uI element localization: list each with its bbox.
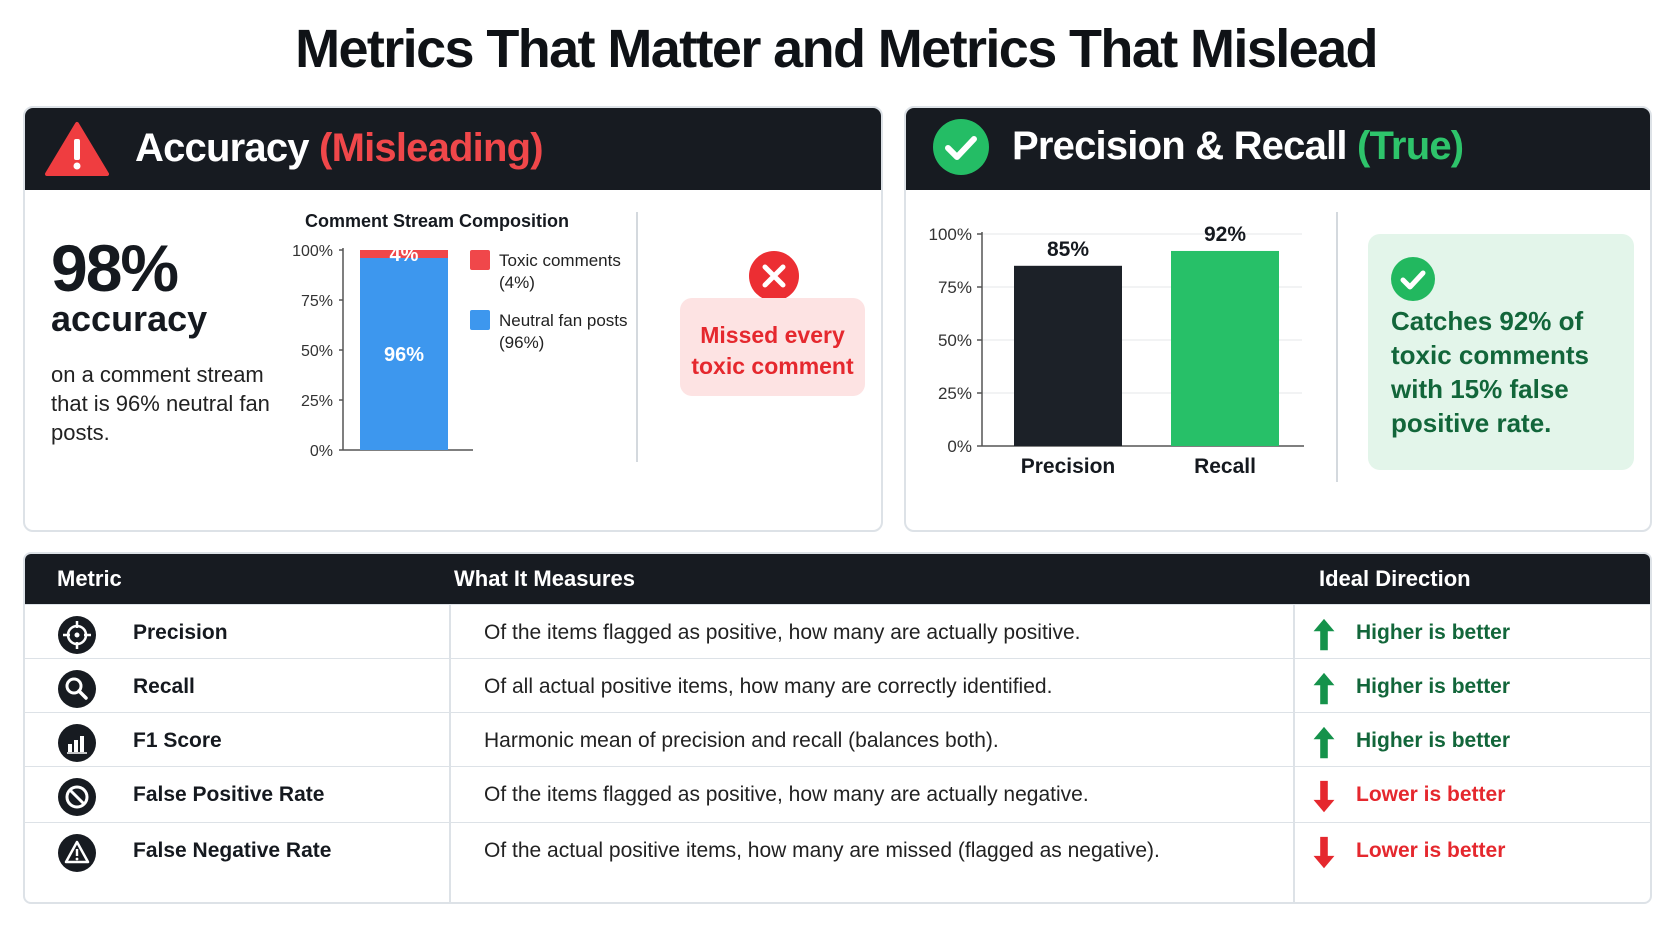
y-tick-label: 0%	[310, 443, 333, 460]
metric-description: Of the actual positive items, how many a…	[484, 839, 1160, 862]
x-circle-icon	[749, 251, 799, 301]
bar-segment-neutral-fan-posts	[360, 258, 448, 450]
y-tick-label: 0%	[947, 437, 972, 456]
precision-recall-panel: Precision & Recall (True) 0% 25% 50% 75% 100…	[904, 106, 1652, 532]
accuracy-word: accuracy	[51, 298, 208, 339]
accuracy-description: on a comment stream that is 96% neutral …	[51, 362, 270, 445]
x-tick-label: Recall	[1194, 455, 1256, 478]
crosshair-icon	[58, 616, 96, 654]
metric-name: Recall	[133, 675, 195, 698]
metric-description: Harmonic mean of precision and recall (b…	[484, 729, 999, 752]
y-tick-label: 50%	[938, 331, 972, 350]
table-header: Metric What It Measures Ideal Direction	[25, 554, 1650, 604]
precision-recall-panel-title: Precision & Recall (True)	[1012, 124, 1464, 169]
page-title: Metrics That Matter and Metrics That Mis…	[295, 19, 1378, 79]
accuracy-panel: Accuracy (Misleading) 98% accuracy on a …	[23, 106, 883, 532]
y-tick-label: 25%	[938, 384, 972, 403]
legend-value: (4%)	[499, 273, 535, 292]
table-row: False Negative Rate Of the actual positiv…	[25, 822, 1650, 880]
accuracy-title-tag: (Misleading)	[319, 126, 544, 170]
data-label: 4%	[390, 244, 419, 266]
metric-description: Of all actual positive items, how many a…	[484, 675, 1053, 698]
warning-icon	[58, 834, 96, 872]
ideal-direction: Lower is better	[1356, 839, 1506, 862]
arrow-up-icon	[1313, 672, 1335, 705]
legend-swatch	[470, 250, 490, 270]
legend-label: Toxic comments	[499, 251, 621, 270]
table-row: F1 Score Harmonic mean of precision and r…	[25, 712, 1650, 770]
arrow-up-icon	[1313, 618, 1335, 651]
header-what-it-measures: What It Measures	[454, 566, 635, 591]
table-row: Precision Of the items flagged as positiv…	[25, 604, 1650, 662]
metric-name: False Positive Rate	[133, 783, 325, 806]
header-ideal-direction: Ideal Direction	[1319, 566, 1471, 591]
panel-divider	[1336, 212, 1338, 482]
bar-recall	[1171, 250, 1279, 446]
metric-description: Of the items flagged as positive, how ma…	[484, 621, 1081, 644]
catch-callout: Catches 92% of toxic comments with 15% f…	[1368, 234, 1634, 470]
precision-recall-panel-header: Precision & Recall (True)	[906, 108, 1650, 190]
legend-value: (96%)	[499, 333, 544, 352]
ideal-direction: Higher is better	[1356, 729, 1511, 752]
arrow-down-icon	[1313, 780, 1335, 813]
prohibited-icon	[58, 778, 96, 816]
chart-title: Comment Stream Composition	[305, 211, 569, 231]
precision-recall-chart: 0% 25% 50% 75% 100% 85% Precision 92% Recall	[929, 223, 1304, 478]
missed-callout: Missed every toxic comment	[680, 298, 865, 396]
metrics-table: Metric What It Measures Ideal Direction …	[23, 552, 1652, 904]
legend-swatch	[470, 310, 490, 330]
table-row: False Positive Rate Of the items flagged …	[25, 766, 1650, 824]
y-tick-label: 75%	[938, 278, 972, 297]
ideal-direction: Lower is better	[1356, 783, 1506, 806]
arrow-up-icon	[1313, 726, 1335, 759]
metric-name: F1 Score	[133, 729, 222, 752]
arrow-down-icon	[1313, 836, 1335, 869]
bar-precision	[1014, 265, 1122, 446]
bar-chart-icon	[58, 724, 96, 762]
warning-triangle-icon	[45, 122, 109, 176]
data-label: 96%	[384, 344, 424, 366]
y-tick-label: 75%	[301, 293, 333, 310]
ideal-direction: Higher is better	[1356, 675, 1511, 698]
bar-segment-toxic-comments	[360, 250, 448, 258]
data-label: 85%	[1047, 238, 1089, 261]
metric-description: Of the items flagged as positive, how ma…	[484, 783, 1089, 806]
missed-callout-text: Missed every toxic comment	[691, 322, 854, 379]
accuracy-title-main: Accuracy	[135, 126, 310, 170]
y-tick-label: 100%	[292, 243, 333, 260]
y-tick-label: 25%	[301, 393, 333, 410]
accuracy-value: 98%	[51, 231, 179, 305]
metric-name: False Negative Rate	[133, 839, 332, 862]
catch-callout-text: Catches 92% of toxic comments with 15% f…	[1391, 306, 1589, 438]
accuracy-panel-header: Accuracy (Misleading)	[25, 108, 881, 190]
accuracy-panel-title: Accuracy (Misleading)	[135, 126, 544, 171]
y-tick-label: 100%	[929, 225, 972, 244]
check-circle-icon	[1391, 257, 1435, 301]
column-divider	[1293, 604, 1295, 902]
data-label: 92%	[1204, 223, 1246, 246]
panel-divider	[636, 212, 638, 462]
composition-chart: Comment Stream Composition 0% 25% 50% 75% 100…	[292, 211, 628, 460]
header-metric: Metric	[57, 566, 122, 591]
magnifier-icon	[58, 670, 96, 708]
precision-recall-title-main: Precision & Recall	[1012, 124, 1347, 168]
x-tick-label: Precision	[1021, 455, 1116, 478]
check-circle-icon	[933, 119, 989, 175]
table-row: Recall Of all actual positive items, how …	[25, 658, 1650, 716]
legend-label: Neutral fan posts	[499, 311, 628, 330]
ideal-direction: Higher is better	[1356, 621, 1511, 644]
column-divider	[449, 604, 451, 902]
metric-name: Precision	[133, 621, 228, 644]
y-tick-label: 50%	[301, 343, 333, 360]
precision-recall-title-tag: (True)	[1356, 124, 1464, 168]
